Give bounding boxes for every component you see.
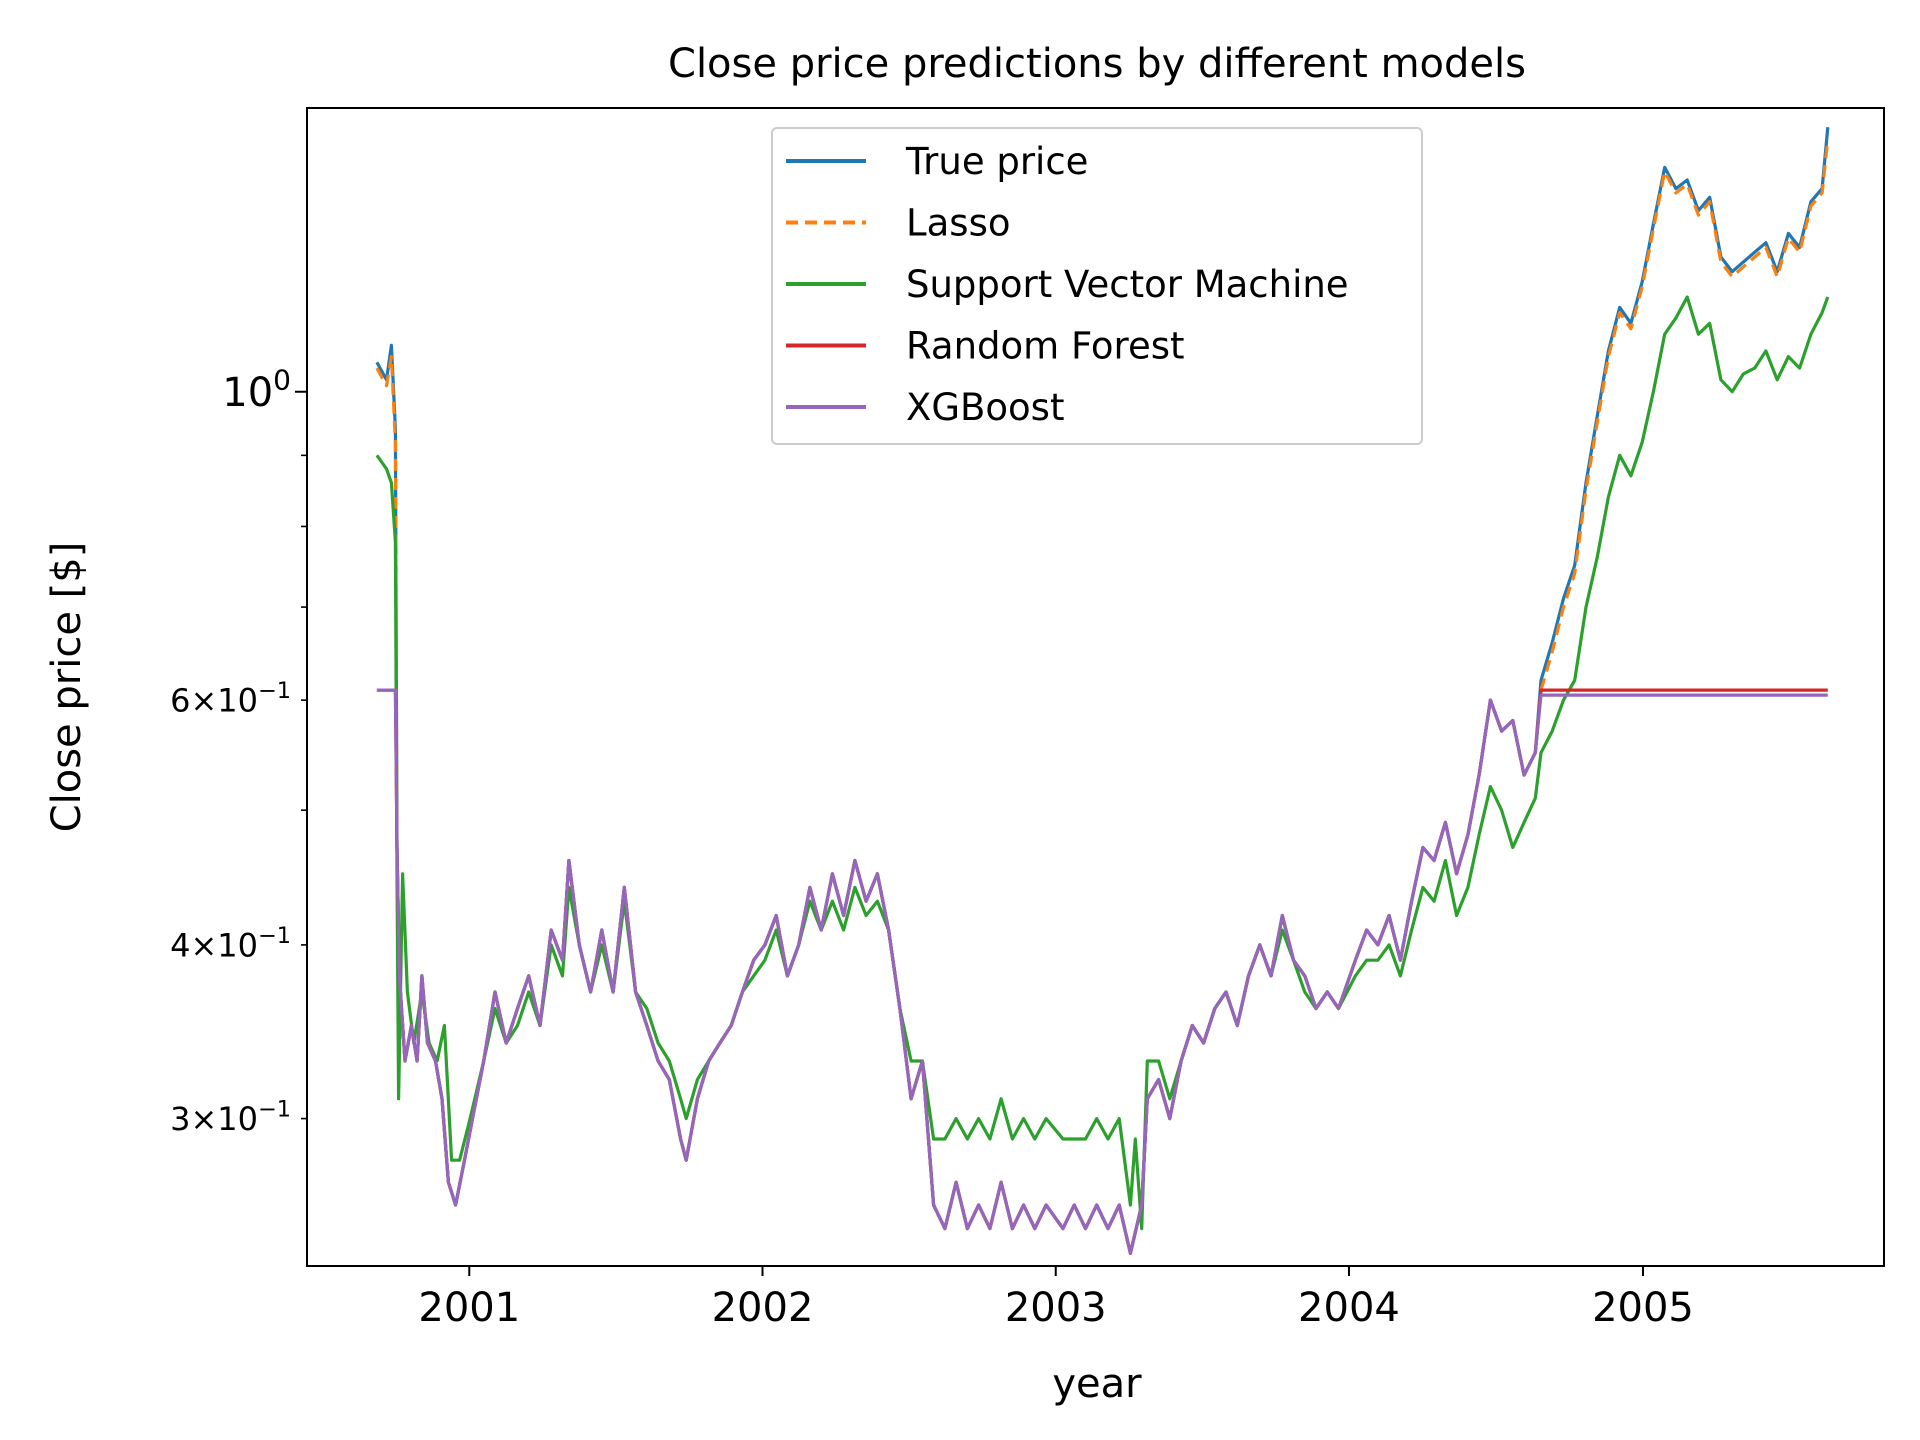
y-tick-exponent: −1	[258, 923, 291, 949]
legend-label: Random Forest	[906, 325, 1185, 368]
y-tick-base: 10	[217, 926, 258, 964]
y-tick-base: 10	[222, 370, 273, 416]
x-tick-label: 2005	[1592, 1285, 1694, 1331]
y-tick-coef: 6	[170, 682, 190, 720]
series-line-support-vector-machine	[375, 295, 1830, 1231]
y-tick-coef: 4	[170, 926, 190, 964]
legend-box	[771, 127, 1423, 445]
series-layer	[375, 127, 1830, 1255]
y-tick-coef: 3	[170, 1100, 190, 1138]
y-tick-exponent: −1	[258, 678, 291, 704]
y-axis-label: Close price [$]	[44, 542, 90, 833]
y-tick-exponent: 0	[273, 363, 291, 396]
y-tick-times: ×	[190, 1100, 217, 1138]
y-tick-label: 3×10−1	[170, 1097, 291, 1138]
legend: True price Lasso Support Vector Machine Ran…	[771, 127, 1423, 445]
x-tick-label: 2004	[1298, 1285, 1400, 1331]
legend-label: Support Vector Machine	[906, 263, 1349, 306]
y-tick-base: 10	[217, 682, 258, 720]
x-axis: 2001 2002 2003 2004 2005	[418, 1266, 1694, 1331]
y-tick-times: ×	[190, 682, 217, 720]
legend-label: Lasso	[906, 202, 1010, 245]
legend-label: True price	[905, 140, 1088, 183]
chart-title: Close price predictions by different mod…	[668, 41, 1526, 87]
x-tick-label: 2002	[712, 1285, 814, 1331]
y-tick-base: 10	[217, 1100, 258, 1138]
y-tick-times: ×	[190, 926, 217, 964]
x-tick-label: 2001	[418, 1285, 520, 1331]
y-tick-label: 100	[222, 363, 291, 416]
series-line-xgboost	[376, 688, 1828, 1255]
y-tick-label: 6×10−1	[170, 678, 291, 719]
y-tick-exponent: −1	[258, 1097, 291, 1123]
x-tick-label: 2003	[1005, 1285, 1107, 1331]
plot-frame	[306, 107, 1885, 1267]
legend-label: XGBoost	[906, 386, 1064, 429]
y-tick-label: 4×10−1	[170, 923, 291, 964]
x-axis-label: year	[1052, 1361, 1142, 1407]
